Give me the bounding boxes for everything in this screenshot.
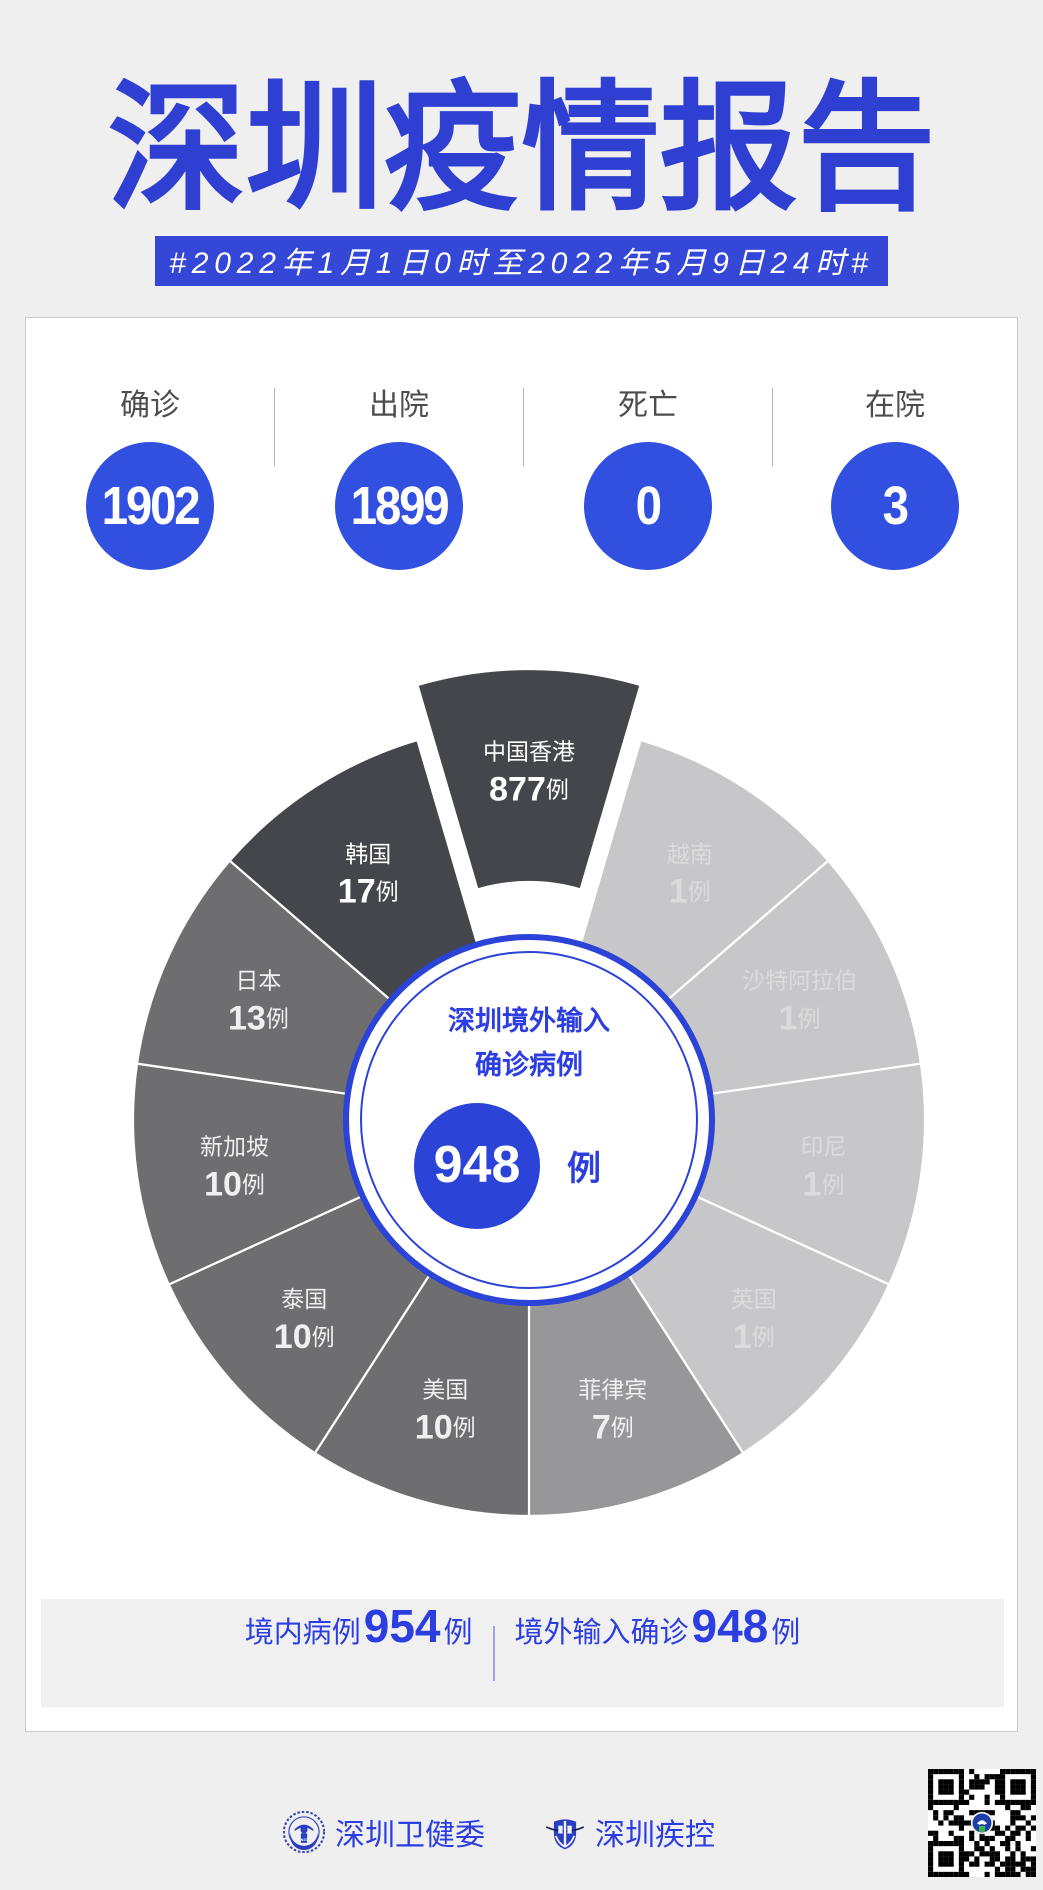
svg-text:WJC: WJC xyxy=(300,1838,309,1842)
svg-text:确诊病例: 确诊病例 xyxy=(475,1049,583,1080)
svg-text:新加坡: 新加坡 xyxy=(200,1133,269,1159)
svg-text:例: 例 xyxy=(567,1150,601,1188)
svg-text:中国香港: 中国香港 xyxy=(483,739,575,765)
svg-text:越南: 越南 xyxy=(667,841,713,867)
svg-text:韩国: 韩国 xyxy=(345,841,391,867)
svg-text:日本: 日本 xyxy=(235,967,281,993)
svg-text:美国: 美国 xyxy=(422,1376,468,1402)
svg-text:深圳境外输入: 深圳境外输入 xyxy=(448,1005,610,1036)
svg-text:印尼: 印尼 xyxy=(801,1133,847,1159)
svg-text:沙特阿拉伯: 沙特阿拉伯 xyxy=(742,967,857,993)
svg-text:英国: 英国 xyxy=(731,1286,777,1312)
svg-text:菲律宾: 菲律宾 xyxy=(578,1376,647,1402)
svg-text:泰国: 泰国 xyxy=(281,1286,327,1312)
svg-text:948: 948 xyxy=(434,1136,521,1194)
